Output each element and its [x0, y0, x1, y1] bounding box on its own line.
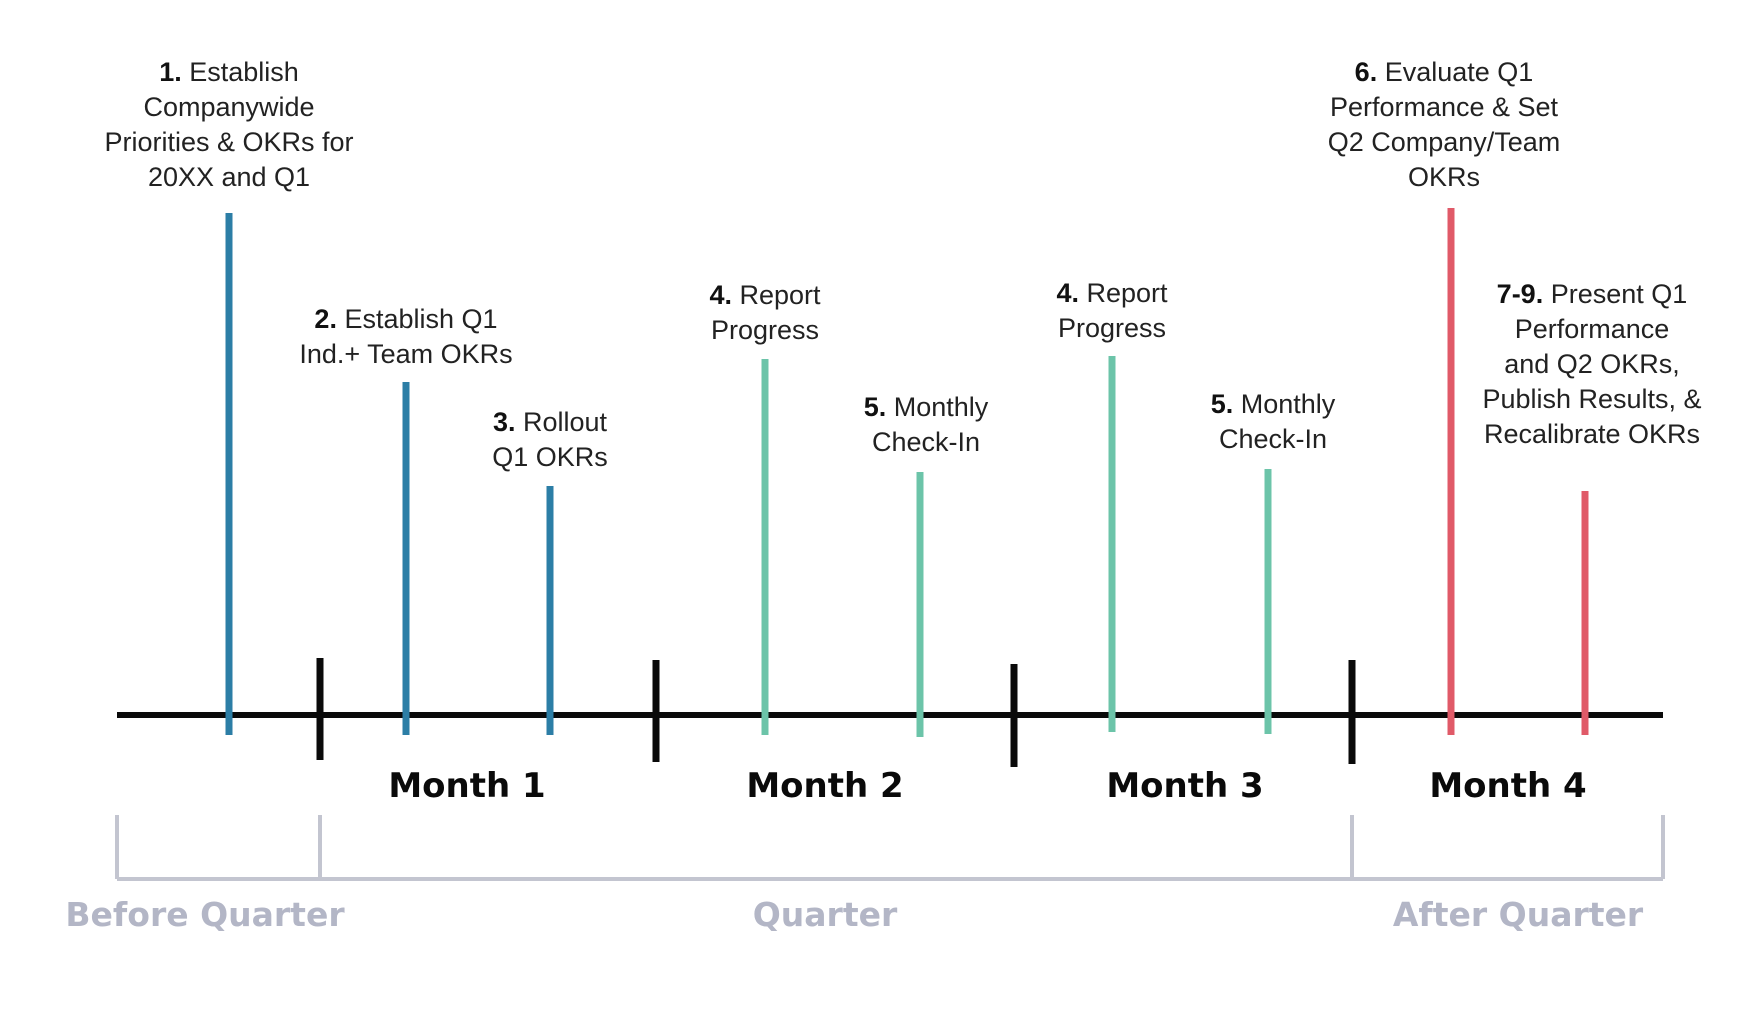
milestone-label-line: Progress [1056, 311, 1167, 346]
milestone-text: Publish Results, & [1482, 384, 1702, 414]
milestone-number: 2. [314, 304, 337, 334]
milestone-label-line: Performance [1482, 312, 1701, 347]
milestone-text: Monthly [1240, 389, 1336, 419]
milestone-text: OKRs [1407, 162, 1481, 192]
milestone-label-line: Priorities & OKRs for [104, 125, 353, 160]
month-label-1: Month 1 [388, 766, 546, 806]
milestone-number: 5. [863, 392, 887, 422]
milestone-label-line: Check-In [864, 425, 989, 460]
milestone-label-5: 5. Monthly Check-In [864, 390, 989, 460]
milestone-text: and Q2 OKRs, [1504, 349, 1680, 379]
milestone-text: Check-In [871, 427, 981, 457]
period-label-2: Quarter [752, 895, 898, 934]
milestone-label-line: 2. Establish Q1 [299, 302, 512, 337]
milestone-text: Progress [1057, 313, 1167, 343]
milestone-label-line: OKRs [1328, 160, 1561, 195]
milestone-number: 7-9. [1496, 279, 1544, 309]
milestone-label-3: 3. Rollout Q1 OKRs [492, 405, 608, 475]
milestone-text: Companywide [143, 92, 315, 122]
milestone-text: Performance [1514, 314, 1670, 344]
milestone-text: Report [739, 280, 821, 310]
milestone-label-line: Publish Results, & [1482, 382, 1701, 417]
milestone-label-line: 3. Rollout [492, 405, 608, 440]
milestone-label-1: 1. Establish Companywide Priorities & OKRs… [104, 55, 353, 195]
milestone-text: Evaluate Q1 [1384, 57, 1534, 87]
milestone-text: Recalibrate OKRs [1483, 419, 1701, 449]
milestone-text: Performance & Set [1329, 92, 1559, 122]
milestone-label-line: 5. Monthly [864, 390, 989, 425]
milestone-number: 5. [1210, 389, 1234, 419]
milestone-label-9: 7-9. Present Q1 Performance and Q2 OKRs, Pu… [1482, 277, 1701, 452]
milestone-text: Priorities & OKRs for [104, 127, 354, 157]
milestone-label-line: 6. Evaluate Q1 [1328, 55, 1561, 90]
milestone-label-line: Check-In [1211, 422, 1336, 457]
milestone-label-line: 1. Establish [104, 55, 353, 90]
milestone-label-8: 6. Evaluate Q1 Performance & Set Q2 Compan… [1328, 55, 1561, 195]
milestone-label-line: and Q2 OKRs, [1482, 347, 1701, 382]
milestone-label-line: 4. Report [709, 278, 820, 313]
milestone-label-line: Performance & Set [1328, 90, 1561, 125]
milestone-number: 1. [159, 57, 182, 87]
milestone-number: 6. [1354, 57, 1378, 87]
milestone-label-line: Recalibrate OKRs [1482, 417, 1701, 452]
milestone-text: Report [1086, 278, 1168, 308]
milestone-text: Q1 OKRs [492, 442, 608, 472]
milestone-text: Ind.+ Team OKRs [299, 339, 513, 369]
period-label-1: Before Quarter [65, 895, 345, 934]
milestone-label-line: Q1 OKRs [492, 440, 608, 475]
month-label-2: Month 2 [746, 766, 904, 806]
milestone-label-line: 7-9. Present Q1 [1482, 277, 1701, 312]
milestone-text: Present Q1 [1550, 279, 1688, 309]
milestone-text: Progress [710, 315, 820, 345]
milestone-label-4: 4. Report Progress [709, 278, 820, 348]
milestone-label-line: Companywide [104, 90, 353, 125]
milestone-label-7: 5. Monthly Check-In [1211, 387, 1336, 457]
milestone-text: Check-In [1218, 424, 1328, 454]
milestone-text: Q2 Company/Team [1327, 127, 1561, 157]
milestone-label-line: Ind.+ Team OKRs [299, 337, 512, 372]
milestone-label-line: 20XX and Q1 [104, 160, 353, 195]
period-label-3: After Quarter [1392, 895, 1644, 934]
milestone-number: 3. [492, 407, 516, 437]
milestone-label-line: Progress [709, 313, 820, 348]
milestone-text: Monthly [893, 392, 989, 422]
milestone-label-line: Q2 Company/Team [1328, 125, 1561, 160]
milestone-text: Establish [189, 57, 299, 87]
milestone-label-line: 5. Monthly [1211, 387, 1336, 422]
month-label-4: Month 4 [1429, 766, 1587, 806]
milestone-text: 20XX and Q1 [147, 162, 311, 192]
milestone-label-2: 2. Establish Q1 Ind.+ Team OKRs [299, 302, 512, 372]
month-label-3: Month 3 [1106, 766, 1264, 806]
milestone-text: Rollout [523, 407, 608, 437]
milestone-number: 4. [709, 280, 732, 310]
milestone-label-line: 4. Report [1056, 276, 1167, 311]
milestone-number: 4. [1056, 278, 1079, 308]
milestone-text: Establish Q1 [344, 304, 498, 334]
milestone-label-6: 4. Report Progress [1056, 276, 1167, 346]
